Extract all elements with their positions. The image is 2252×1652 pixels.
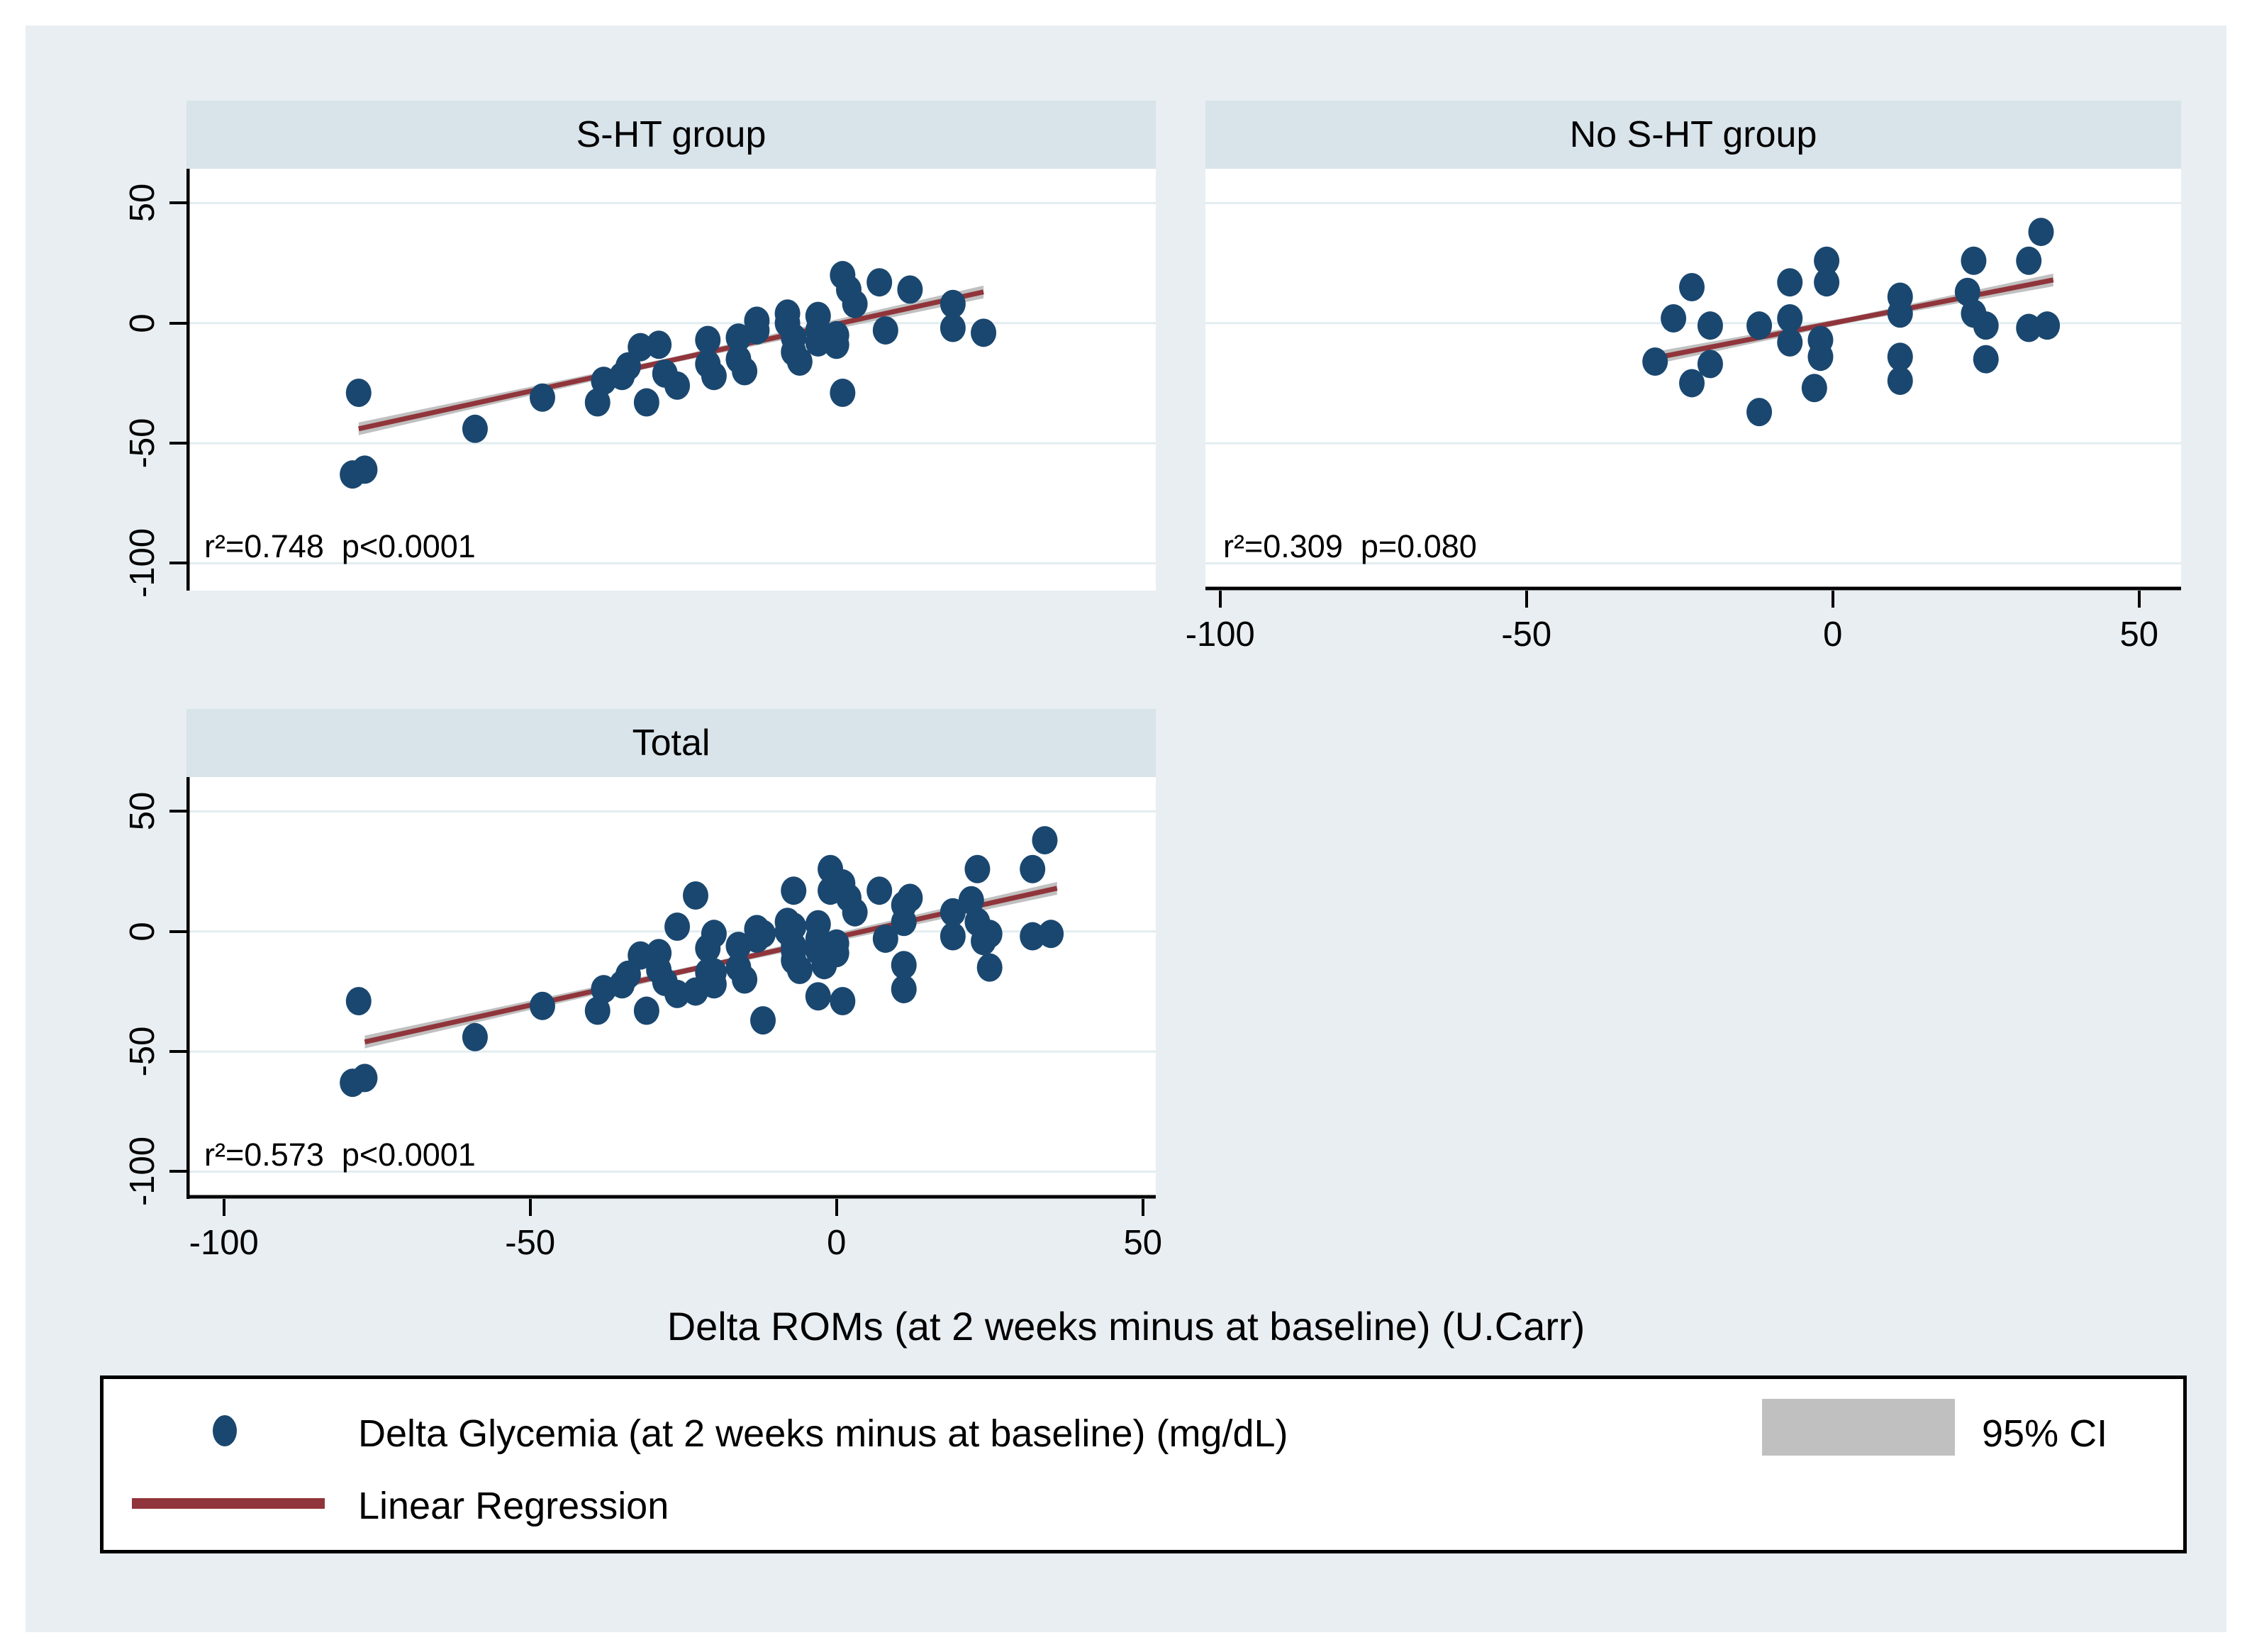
x-tick-label: -50 (505, 1224, 556, 1262)
y-tick-mark (169, 562, 186, 565)
scatter-points (1642, 218, 2061, 427)
legend-label-glycemia: Delta Glycemia (at 2 weeks minus at base… (358, 1412, 1288, 1455)
x-axis-label: Delta ROMs (at 2 weeks minus at baseline… (667, 1304, 1585, 1349)
x-tick-label: -50 (1501, 615, 1552, 654)
gridlines (186, 201, 1156, 564)
x-tick-mark (222, 1199, 225, 1216)
x-tick-mark (1831, 591, 1834, 608)
scatter-points (340, 826, 1064, 1098)
x-tick-label: 50 (2119, 615, 2158, 654)
x-tick-mark (528, 1199, 532, 1216)
y-tick-mark (169, 930, 186, 933)
legend-label-regression: Linear Regression (358, 1485, 669, 1527)
y-tick-mark (169, 810, 186, 813)
regression-line-swatch (132, 1498, 325, 1509)
y-tick-label: 50 (123, 792, 162, 831)
x-tick-mark (1141, 1199, 1144, 1216)
x-tick-label: 50 (1123, 1224, 1162, 1262)
panel-title-no-sht-group: No S-HT group (1205, 101, 2181, 169)
y-tick-label: 0 (123, 313, 162, 333)
scatter-marker-icon (213, 1415, 237, 1446)
stats-annotation-sht: r²=0.748 p<0.0001 (204, 528, 476, 564)
y-tick-label: 50 (123, 184, 162, 223)
regression-line (1648, 277, 2054, 362)
panel-title-sht-group: S-HT group (186, 101, 1156, 169)
x-tick-label: -100 (189, 1224, 259, 1262)
stats-annotation-total: r²=0.573 p<0.0001 (204, 1137, 476, 1173)
y-tick-mark (169, 201, 186, 205)
x-tick-mark (1218, 591, 1222, 608)
ci-swatch (1762, 1399, 1955, 1456)
panel-svg-nosht (1205, 201, 2181, 591)
stats-annotation-no-sht: r²=0.309 p=0.080 (1223, 528, 1477, 564)
plot-area-no-sht-group: r²=0.309 p=0.080 (1205, 169, 2181, 591)
y-tick-mark (169, 442, 186, 445)
x-tick-mark (1524, 591, 1528, 608)
y-tick-label: -50 (123, 418, 162, 469)
x-tick-label: -100 (1185, 615, 1255, 654)
x-tick-mark (835, 1199, 838, 1216)
x-tick-label: 0 (827, 1224, 847, 1262)
regression-line (358, 289, 984, 432)
plot-area-total: r²=0.573 p<0.0001 (186, 777, 1156, 1199)
y-tick-mark (169, 1050, 186, 1054)
plot-area-sht-group: r²=0.748 p<0.0001 (186, 169, 1156, 591)
x-tick-label: 0 (1823, 615, 1843, 654)
y-tick-mark (169, 321, 186, 325)
panel-svg-sht (186, 169, 1156, 591)
y-tick-label: 0 (123, 922, 162, 942)
y-tick-mark (169, 1170, 186, 1173)
y-tick-label: -100 (123, 1137, 162, 1207)
legend-box: Delta Glycemia (at 2 weeks minus at base… (100, 1375, 2187, 1553)
y-tick-label: -100 (123, 528, 162, 598)
y-tick-label: -50 (123, 1026, 162, 1077)
panel-title-total: Total (186, 709, 1156, 777)
legend-label-ci: 95% CI (1982, 1412, 2108, 1455)
panel-svg-total (186, 777, 1156, 1199)
scatter-points (340, 261, 997, 489)
x-tick-mark (2137, 591, 2141, 608)
